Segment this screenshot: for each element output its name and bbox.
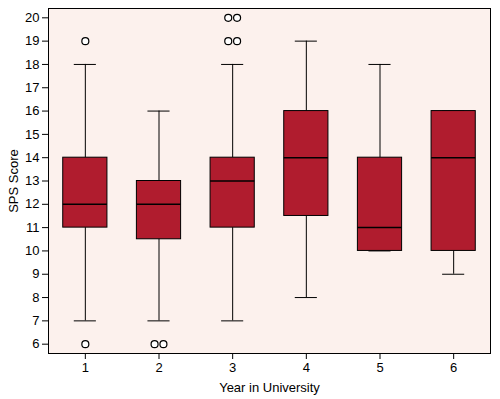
svg-text:3: 3 bbox=[229, 360, 236, 375]
svg-text:15: 15 bbox=[25, 127, 39, 142]
svg-text:8: 8 bbox=[32, 290, 39, 305]
svg-text:7: 7 bbox=[32, 313, 39, 328]
svg-text:12: 12 bbox=[25, 196, 39, 211]
svg-text:20: 20 bbox=[25, 10, 39, 25]
svg-text:2: 2 bbox=[155, 360, 162, 375]
svg-text:4: 4 bbox=[303, 360, 310, 375]
svg-text:11: 11 bbox=[26, 220, 40, 235]
svg-text:18: 18 bbox=[25, 57, 39, 72]
svg-text:6: 6 bbox=[450, 360, 457, 375]
svg-text:19: 19 bbox=[25, 33, 39, 48]
svg-text:6: 6 bbox=[32, 336, 39, 351]
svg-text:9: 9 bbox=[32, 266, 39, 281]
svg-text:10: 10 bbox=[25, 243, 39, 258]
svg-text:SPS Score: SPS Score bbox=[6, 149, 21, 213]
svg-text:16: 16 bbox=[25, 103, 39, 118]
svg-text:1: 1 bbox=[82, 360, 89, 375]
svg-text:13: 13 bbox=[25, 173, 39, 188]
svg-text:17: 17 bbox=[25, 80, 39, 95]
svg-text:14: 14 bbox=[25, 150, 39, 165]
svg-text:Year in University: Year in University bbox=[219, 380, 320, 395]
svg-text:5: 5 bbox=[376, 360, 383, 375]
